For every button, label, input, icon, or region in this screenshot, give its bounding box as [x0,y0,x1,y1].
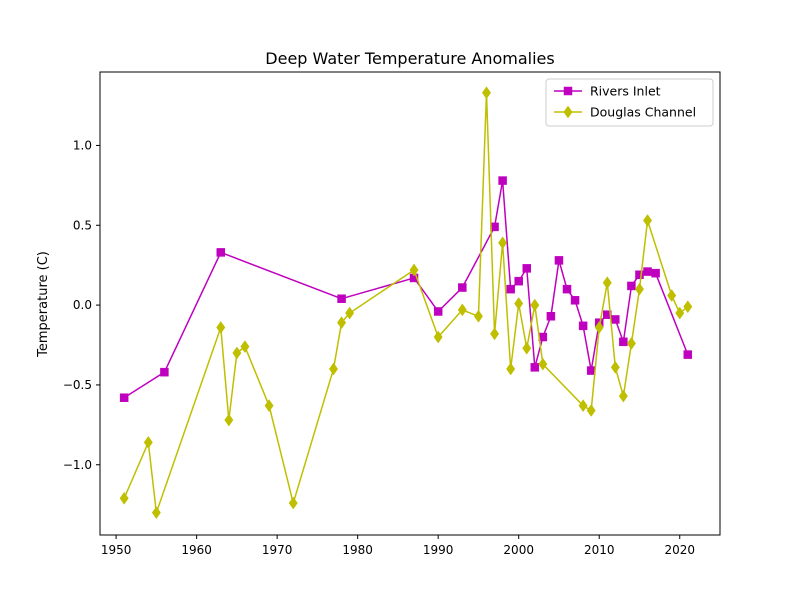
data-point [618,389,628,403]
x-tick-label: 1980 [342,543,373,557]
data-point [546,312,556,321]
series-rivers-inlet [119,176,693,402]
data-point [683,350,693,359]
data-point [643,214,653,227]
data-point [151,506,161,520]
x-tick-label: 2020 [664,543,695,557]
x-tick-label: 2000 [503,543,534,557]
data-point [578,321,588,331]
data-point [578,399,588,413]
y-tick-label: 0.0 [73,298,92,312]
y-tick-label: 0.5 [73,218,92,232]
data-point [570,296,580,305]
data-point [530,363,540,372]
data-point [538,357,548,371]
x-tick-label: 1970 [262,543,293,557]
legend: Rivers Inlet Douglas Channel [545,78,714,127]
data-point [119,393,129,402]
data-point [667,289,677,302]
data-point [586,404,596,417]
data-point [594,321,604,334]
data-point [119,491,129,505]
legend-box [545,78,714,127]
data-point [409,263,419,277]
data-point [481,86,491,100]
x-tick-label: 1950 [101,543,132,557]
data-point [562,284,572,294]
x-tick-label: 1990 [423,543,454,557]
data-point [345,306,355,320]
plot-area: 1950 1960 1970 1980 1990 2000 2010 2020 −1.0 −0.5… [63,71,721,557]
data-point [457,303,467,317]
chart-title: Deep Water Temperature Anomalies [265,49,554,68]
x-tick-label: 2010 [584,543,615,557]
data-point [224,413,234,427]
data-point [433,330,443,344]
data-point [514,276,523,286]
data-point [506,362,516,376]
data-point [683,300,693,314]
y-tick-label: 1.0 [73,138,92,152]
data-point [498,236,508,250]
data-point [288,496,298,510]
data-point [635,270,644,280]
data-point [634,282,644,296]
data-point [473,309,483,323]
axes-frame [99,71,721,536]
legend-entry: Douglas Channel [554,105,696,120]
legend-entry: Rivers Inlet [554,84,661,99]
data-point [490,327,500,341]
data-point [506,284,515,294]
data-point [675,306,685,320]
legend-marker [563,105,573,119]
data-point [240,340,250,354]
data-point [619,337,628,347]
y-tick-label: −0.5 [63,378,92,392]
data-point [514,297,524,310]
legend-marker [563,86,573,96]
data-point [602,276,612,290]
data-point [530,298,540,312]
data-point [626,336,636,350]
data-point [232,346,242,360]
legend-label: Rivers Inlet [590,84,661,99]
data-point [264,399,274,413]
series-douglas-channel [119,86,693,520]
data-point [160,367,169,377]
data-point [586,366,596,375]
data-point [337,294,346,303]
data-point [651,268,660,278]
y-axis-label: Temperature (C) [36,251,51,358]
legend-label: Douglas Channel [590,105,696,120]
data-point [522,264,532,273]
data-point [216,248,226,257]
data-point [643,267,652,276]
data-point [522,341,532,355]
data-point [216,321,226,334]
data-point [143,435,153,449]
y-tick-label: −1.0 [63,458,92,472]
data-point [603,310,612,319]
data-point [610,360,620,374]
data-point [337,316,347,330]
data-point [433,307,443,316]
x-tick-label: 1960 [181,543,212,557]
data-point [554,256,564,265]
data-point [627,281,636,291]
data-point [611,315,620,324]
data-point [458,283,467,292]
data-point [329,362,339,376]
data-point [498,176,507,185]
